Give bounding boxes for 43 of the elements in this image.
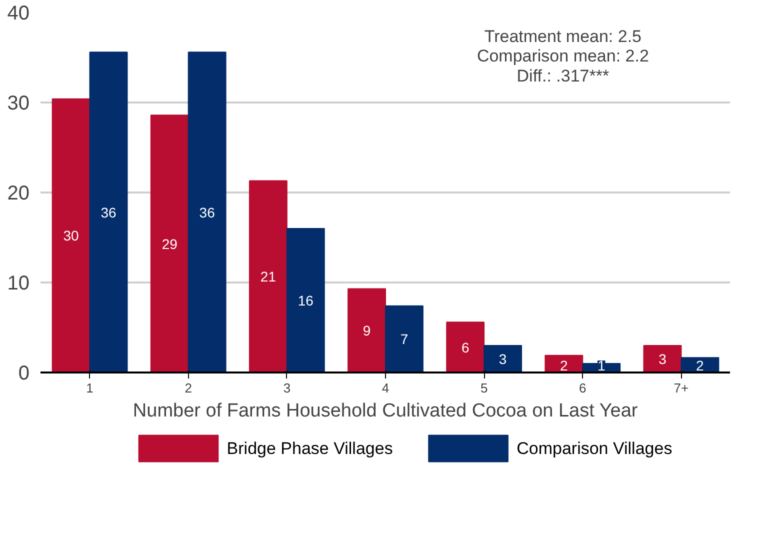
data-label: 7 — [400, 331, 408, 348]
data-label: 29 — [162, 236, 178, 252]
x-axis-title: Number of Farms Household Cultivated Cocoa on Last Year — [132, 400, 638, 422]
bar — [150, 114, 189, 372]
annotation: Treatment mean: 2.5 — [484, 26, 642, 46]
bar — [188, 52, 226, 372]
bar — [286, 228, 325, 372]
data-label: 3 — [498, 351, 507, 367]
y-tick-label: 40 — [7, 2, 30, 24]
data-label: 3 — [658, 351, 667, 367]
bar — [52, 98, 90, 372]
bar — [89, 52, 128, 372]
data-label: 30 — [63, 228, 80, 244]
x-tick-label: 5 — [480, 380, 488, 396]
data-label: 6 — [461, 339, 470, 356]
x-tick-label: 3 — [283, 380, 291, 396]
annotation: Diff.: .317*** — [516, 66, 610, 86]
data-label: 2 — [560, 358, 568, 374]
data-label: 36 — [100, 204, 117, 220]
annotation: Comparison mean: 2.2 — [476, 46, 649, 66]
x-tick-label: 6 — [579, 380, 586, 396]
legend-label: Bridge Phase Villages — [226, 439, 393, 458]
bar — [446, 322, 485, 372]
data-label: 16 — [298, 292, 314, 308]
x-tick-label: 7+ — [674, 380, 689, 396]
x-tick-label: 1 — [86, 380, 94, 396]
x-tick-label: 4 — [382, 380, 390, 396]
bar — [248, 180, 288, 372]
bar — [348, 288, 386, 372]
bar — [643, 345, 682, 372]
y-tick-label: 0 — [18, 362, 30, 384]
data-label: 36 — [199, 204, 216, 220]
data-label: 2 — [696, 358, 704, 374]
y-tick-label: 20 — [7, 182, 30, 204]
data-label: 9 — [362, 322, 371, 339]
legend-label: Comparison Villages — [516, 439, 672, 458]
x-tick-label: 2 — [184, 380, 192, 396]
y-tick-label: 10 — [7, 272, 30, 294]
y-tick-label: 30 — [7, 92, 30, 114]
data-label: 1 — [597, 358, 606, 374]
bar — [385, 305, 424, 372]
data-label: 21 — [260, 268, 276, 285]
bar — [484, 345, 522, 372]
